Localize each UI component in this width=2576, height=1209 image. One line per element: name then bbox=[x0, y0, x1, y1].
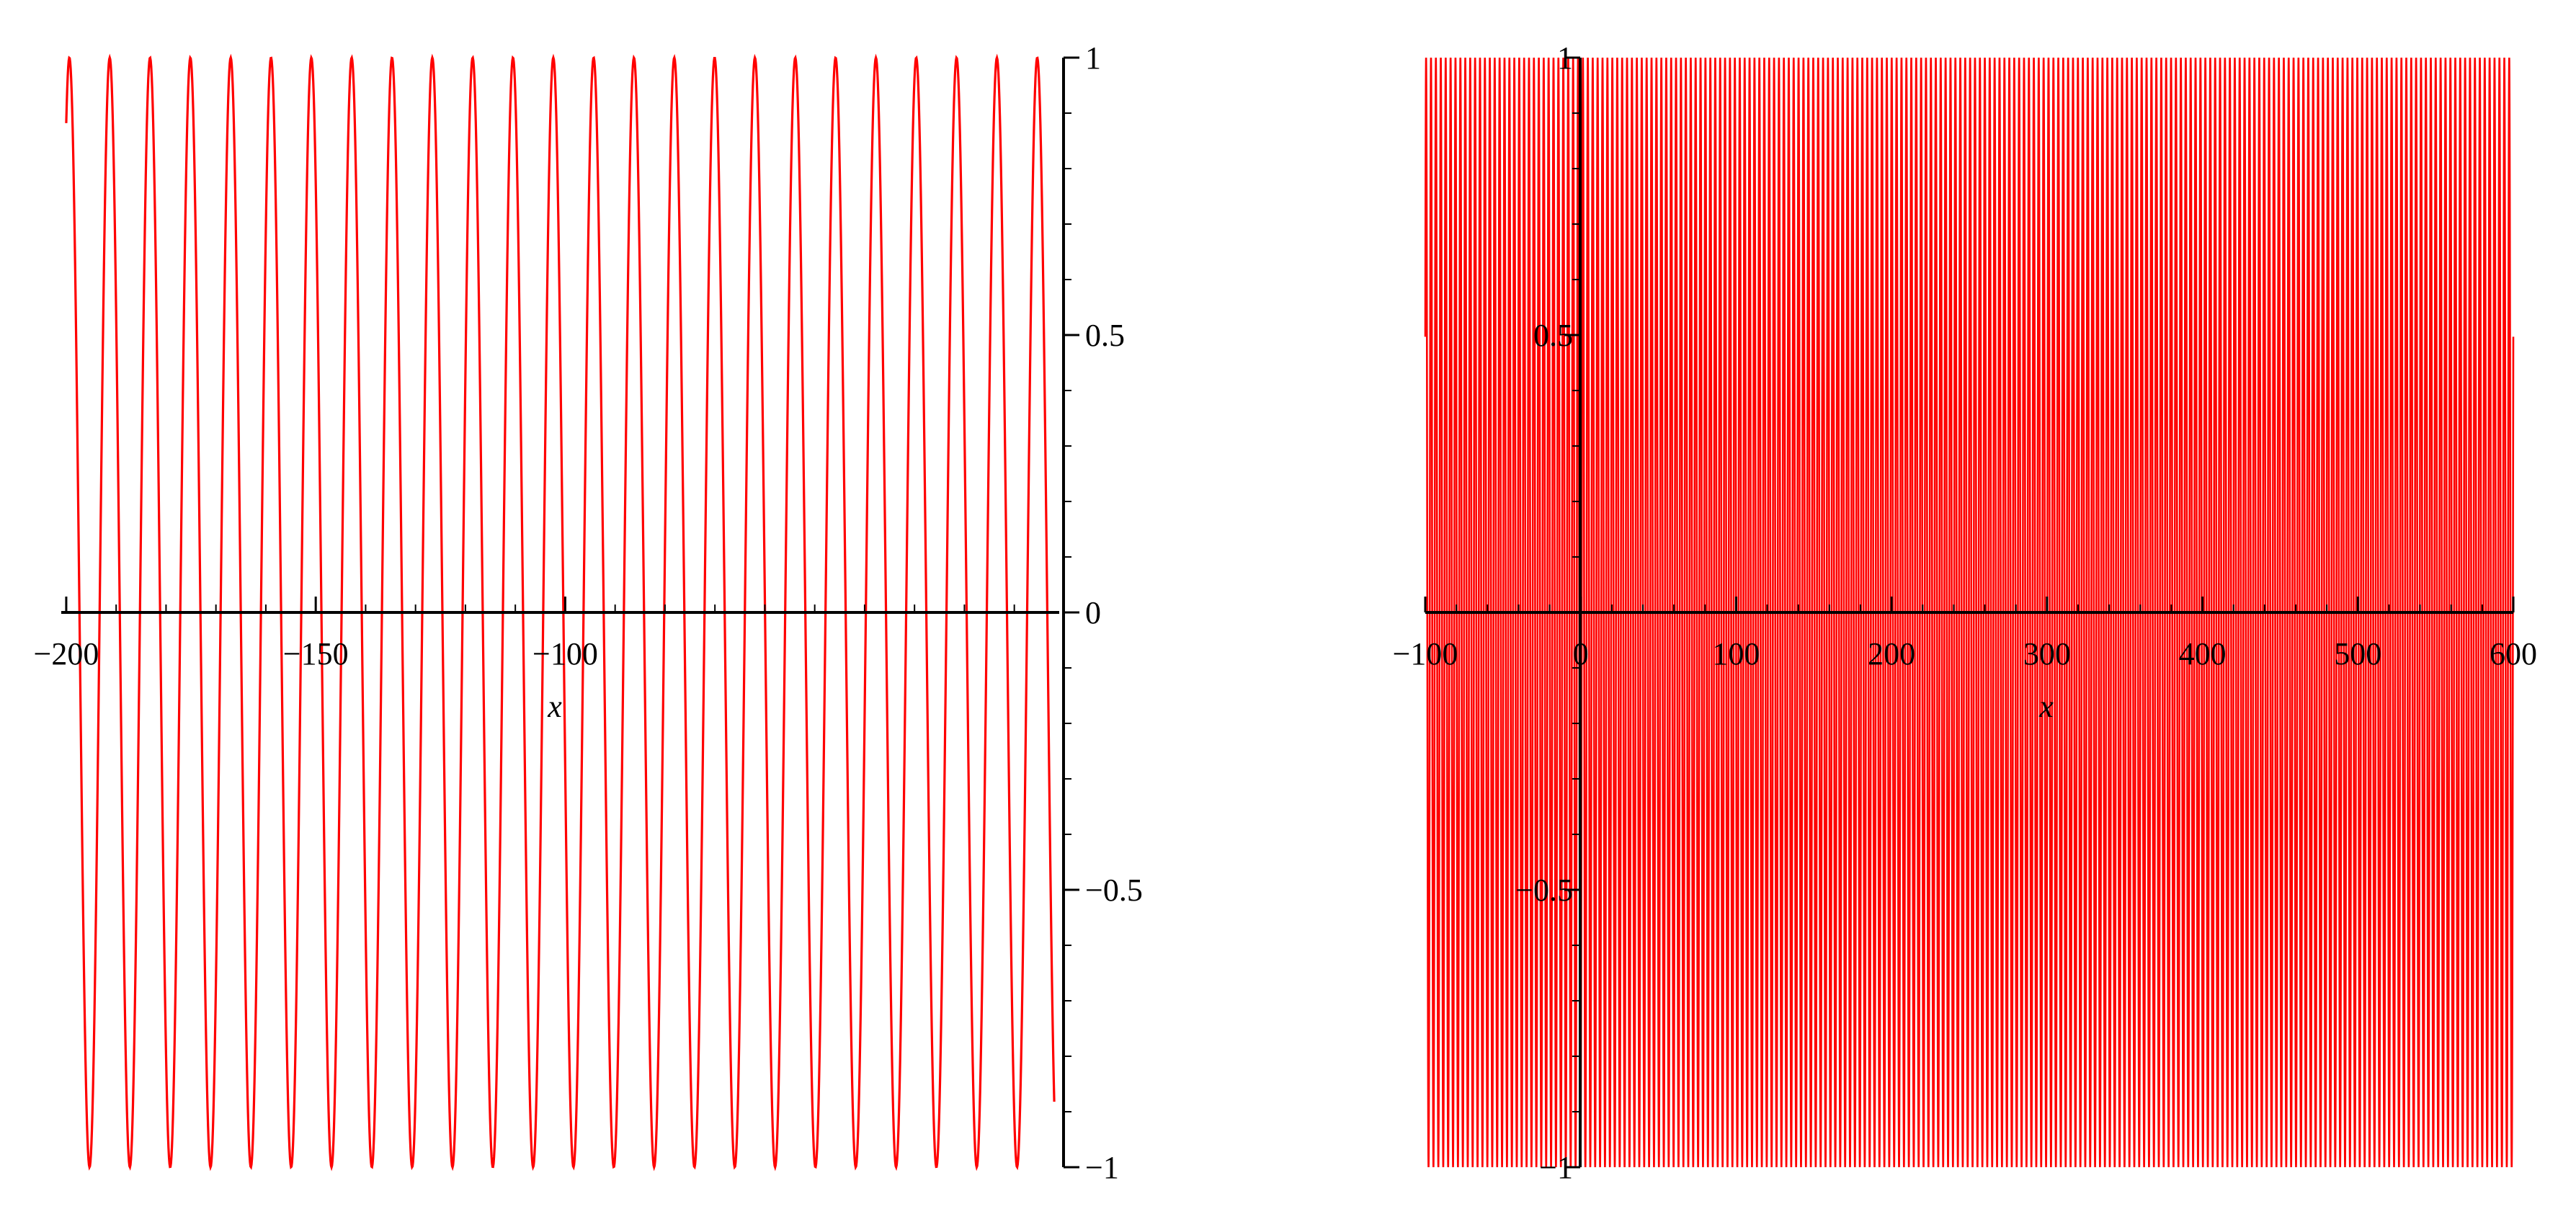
right-x-tick-label: 500 bbox=[2334, 636, 2381, 672]
left-x-tick-label: −200 bbox=[34, 636, 99, 672]
left-chart: x −200 −150 −100 1 0.5 0 −0.5 −1 bbox=[34, 40, 1143, 1185]
right-x-tick-label: −100 bbox=[1393, 636, 1458, 672]
left-y-tick-label: −1 bbox=[1085, 1150, 1119, 1185]
left-axes: −200 −150 −100 1 0.5 0 −0.5 −1 bbox=[34, 40, 1143, 1185]
right-x-axis-label: x bbox=[2038, 689, 2054, 724]
left-series-line bbox=[65, 53, 1056, 1172]
right-y-tick-label: 1 bbox=[1557, 40, 1573, 76]
left-y-tick-label: 0.5 bbox=[1085, 318, 1125, 353]
right-y-tick-label: −1 bbox=[1539, 1150, 1573, 1185]
left-y-tick-label: −0.5 bbox=[1085, 873, 1143, 908]
left-y-tick-label: 0 bbox=[1085, 595, 1101, 630]
right-x-tick-label: 600 bbox=[2490, 636, 2537, 672]
right-axes: −100 0 100 200 300 400 500 600 1 0.5 −0.5 −1 bbox=[1393, 40, 2537, 1185]
right-x-tick-label: 0 bbox=[1573, 636, 1589, 672]
left-x-tick-label: −150 bbox=[283, 636, 349, 672]
right-x-tick-label: 200 bbox=[1868, 636, 1915, 672]
right-y-tick-label: −0.5 bbox=[1515, 873, 1573, 908]
right-y-tick-label: 0.5 bbox=[1533, 318, 1573, 353]
left-y-tick-label: 1 bbox=[1085, 40, 1101, 76]
right-x-tick-label: 100 bbox=[1712, 636, 1760, 672]
right-series-line bbox=[1424, 57, 2515, 1168]
left-x-tick-label: −100 bbox=[532, 636, 598, 672]
right-x-tick-label: 400 bbox=[2179, 636, 2227, 672]
right-x-tick-label: 300 bbox=[2023, 636, 2071, 672]
right-chart: x −100 0 100 200 300 400 500 600 1 0.5 −0.5 −1 bbox=[1393, 40, 2537, 1185]
left-x-axis-label: x bbox=[547, 689, 562, 724]
